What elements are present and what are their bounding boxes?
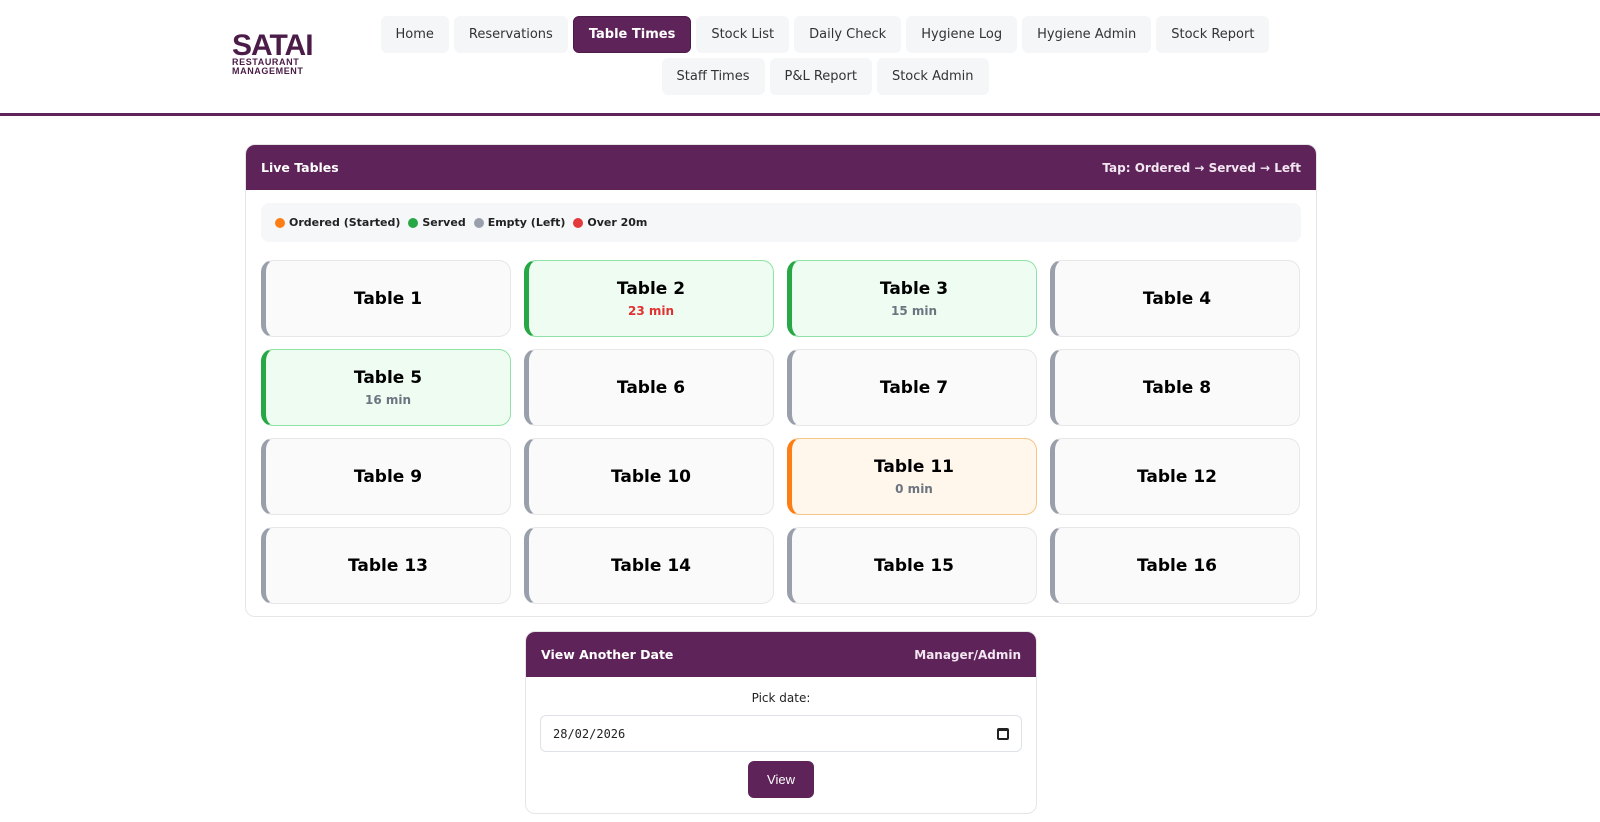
table-tile-9[interactable]: Table 9 [261,438,511,515]
table-name: Table 5 [353,368,423,388]
legend-label: Empty (Left) [487,216,566,229]
nav-stock-report[interactable]: Stock Report [1156,16,1270,53]
legend-label: Served [422,216,466,229]
tap-hint: Tap: Ordered → Served → Left [1102,160,1301,175]
logo-line-1: RESTAURANT [232,57,300,67]
live-tables-header: Live Tables Tap: Ordered → Served → Left [246,145,1316,190]
table-name: Table 13 [348,555,428,576]
table-name: Table 7 [879,377,949,398]
table-tile-10[interactable]: Table 10 [524,438,774,515]
top-header: SATAI RESTAURANT MANAGEMENT Home Reserva… [0,0,1600,116]
status-legend: Ordered (Started) Served Empty (Left) Ov… [261,203,1301,242]
satai-logo[interactable]: SATAI RESTAURANT MANAGEMENT [232,29,322,76]
table-tile-7[interactable]: Table 7 [787,349,1037,426]
table-name: Table 9 [353,466,423,487]
table-name: Table 11 [874,457,954,477]
table-name: Table 15 [874,555,954,576]
grey-dot-icon [473,217,484,228]
date-value: 28/02/2026 [553,726,626,741]
nav-pl-report[interactable]: P&L Report [769,58,872,95]
table-tile-6[interactable]: Table 6 [524,349,774,426]
table-name: Table 4 [1142,288,1212,309]
nav-reservations[interactable]: Reservations [453,16,568,53]
table-tile-14[interactable]: Table 14 [524,527,774,604]
nav-daily-check[interactable]: Daily Check [794,16,902,53]
table-timer: 0 min [895,482,933,496]
table-tile-12[interactable]: Table 12 [1050,438,1300,515]
table-name: Table 1 [353,288,423,309]
pick-date-label: Pick date: [751,691,811,705]
table-name: Table 8 [1142,377,1212,398]
table-tile-1[interactable]: Table 1 [261,260,511,337]
table-tile-13[interactable]: Table 13 [261,527,511,604]
nav-hygiene-log[interactable]: Hygiene Log [906,16,1018,53]
table-name: Table 14 [611,555,691,576]
calendar-icon[interactable] [997,727,1009,740]
date-card-header: View Another Date Manager/Admin [526,632,1036,677]
nav-stock-list[interactable]: Stock List [696,16,790,53]
table-tile-4[interactable]: Table 4 [1050,260,1300,337]
table-tile-2[interactable]: Table 2 23 min [524,260,774,337]
nav-hygiene-admin[interactable]: Hygiene Admin [1022,16,1152,53]
table-name: Table 6 [616,377,686,398]
live-tables-title: Live Tables [261,160,339,175]
table-tile-8[interactable]: Table 8 [1050,349,1300,426]
table-tile-3[interactable]: Table 3 15 min [787,260,1037,337]
legend-over: Over 20m [573,216,647,229]
table-timer: 16 min [364,393,412,407]
legend-label: Ordered (Started) [289,216,401,229]
date-card-title: View Another Date [541,647,674,662]
logo-line-2: MANAGEMENT [232,66,304,76]
table-timer: 15 min [890,304,938,318]
table-name: Table 12 [1137,466,1217,487]
green-dot-icon [408,217,419,228]
legend-label: Over 20m [587,216,648,229]
table-timer: 23 min [627,304,675,318]
table-name: Table 2 [616,279,686,299]
table-grid: Table 1 Table 2 23 min Table 3 15 min Tabl… [261,260,1301,604]
live-tables-card: Live Tables Tap: Ordered → Served → Left… [245,144,1317,617]
table-name: Table 16 [1137,555,1217,576]
table-name: Table 10 [611,466,691,487]
nav-table-times[interactable]: Table Times [572,16,692,53]
table-tile-5[interactable]: Table 5 16 min [261,349,511,426]
legend-empty: Empty (Left) [473,216,566,229]
view-another-date-card: View Another Date Manager/Admin Pick dat… [525,631,1037,814]
table-tile-11[interactable]: Table 11 0 min [787,438,1037,515]
nav-stock-admin[interactable]: Stock Admin [876,58,989,95]
table-tile-16[interactable]: Table 16 [1050,527,1300,604]
nav-home[interactable]: Home [380,16,449,53]
legend-ordered: Ordered (Started) [275,216,400,229]
logo-brand: SATAI [232,29,314,62]
legend-served: Served [408,216,466,229]
red-dot-icon [573,217,584,228]
nav-staff-times[interactable]: Staff Times [661,58,765,95]
date-input[interactable]: 28/02/2026 [540,715,1022,752]
main-nav: Home Reservations Table Times Stock List… [370,16,1280,95]
view-button[interactable]: View [748,761,814,798]
table-tile-15[interactable]: Table 15 [787,527,1037,604]
orange-dot-icon [275,217,285,228]
role-label: Manager/Admin [914,647,1021,662]
table-name: Table 3 [879,279,949,299]
